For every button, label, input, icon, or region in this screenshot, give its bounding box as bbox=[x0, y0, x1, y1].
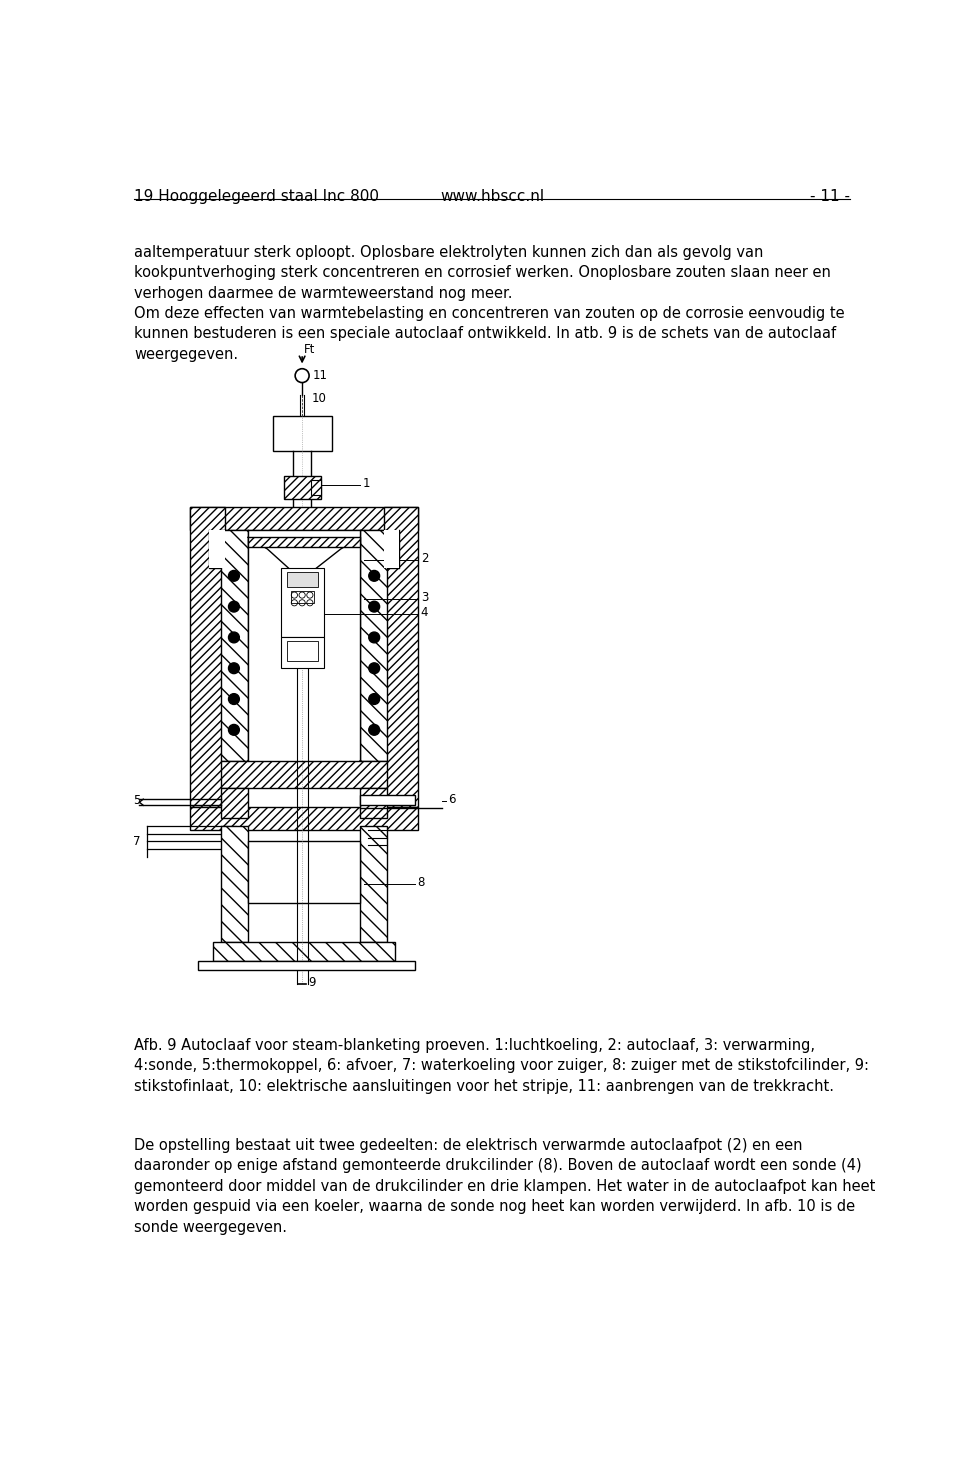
Text: 10: 10 bbox=[311, 392, 326, 405]
Bar bbox=[291, 591, 314, 602]
Text: 5: 5 bbox=[133, 794, 140, 807]
Circle shape bbox=[228, 632, 239, 643]
Circle shape bbox=[369, 693, 379, 705]
Circle shape bbox=[228, 693, 239, 705]
Circle shape bbox=[369, 570, 379, 582]
Bar bbox=[221, 788, 248, 819]
Bar bbox=[273, 417, 331, 452]
Bar bbox=[213, 942, 396, 961]
Text: 2: 2 bbox=[420, 553, 428, 566]
Circle shape bbox=[369, 601, 379, 613]
Circle shape bbox=[228, 601, 239, 613]
Bar bbox=[190, 506, 419, 529]
Bar bbox=[248, 529, 360, 760]
Circle shape bbox=[369, 662, 379, 674]
Circle shape bbox=[369, 632, 379, 643]
Bar bbox=[198, 961, 415, 971]
Text: Ft: Ft bbox=[303, 344, 315, 357]
Text: 9: 9 bbox=[308, 977, 316, 988]
Text: 8: 8 bbox=[417, 876, 424, 889]
Bar bbox=[283, 475, 321, 499]
Bar bbox=[248, 842, 360, 904]
Circle shape bbox=[228, 570, 239, 582]
Bar bbox=[287, 642, 318, 661]
Circle shape bbox=[228, 725, 239, 735]
Text: - 11 -: - 11 - bbox=[810, 189, 850, 205]
Text: 1: 1 bbox=[363, 477, 370, 490]
Bar bbox=[248, 538, 360, 547]
Text: 3: 3 bbox=[420, 591, 428, 604]
Bar bbox=[360, 788, 388, 819]
Text: aaltemperatuur sterk oploopt. Oplosbare elektrolyten kunnen zich dan als gevolg : aaltemperatuur sterk oploopt. Oplosbare … bbox=[134, 244, 845, 361]
Text: De opstelling bestaat uit twee gedeelten: de elektrisch verwarmde autoclaafpot (: De opstelling bestaat uit twee gedeelten… bbox=[134, 1137, 876, 1234]
Bar bbox=[311, 480, 321, 496]
Bar bbox=[360, 529, 388, 760]
Circle shape bbox=[228, 662, 239, 674]
Bar bbox=[281, 569, 324, 637]
Bar bbox=[190, 807, 419, 830]
Bar bbox=[209, 529, 225, 569]
Bar bbox=[221, 760, 388, 788]
Bar bbox=[360, 795, 415, 804]
Bar bbox=[287, 572, 318, 588]
Circle shape bbox=[369, 725, 379, 735]
Text: 19 Hooggelegeerd staal Inc 800: 19 Hooggelegeerd staal Inc 800 bbox=[134, 189, 379, 205]
Text: 4: 4 bbox=[420, 607, 428, 620]
Bar bbox=[190, 506, 225, 807]
Text: Afb. 9 Autoclaaf voor steam-blanketing proeven. 1:luchtkoeling, 2: autoclaaf, 3:: Afb. 9 Autoclaaf voor steam-blanketing p… bbox=[134, 1038, 869, 1094]
Text: 11: 11 bbox=[312, 368, 327, 382]
Bar bbox=[383, 506, 419, 807]
Bar bbox=[383, 529, 399, 569]
Bar bbox=[281, 637, 324, 668]
Bar bbox=[360, 826, 388, 942]
Text: www.hbscc.nl: www.hbscc.nl bbox=[440, 189, 544, 205]
Bar bbox=[221, 826, 248, 942]
Text: 7: 7 bbox=[133, 835, 141, 848]
Text: 6: 6 bbox=[447, 794, 455, 807]
Bar bbox=[221, 529, 248, 760]
